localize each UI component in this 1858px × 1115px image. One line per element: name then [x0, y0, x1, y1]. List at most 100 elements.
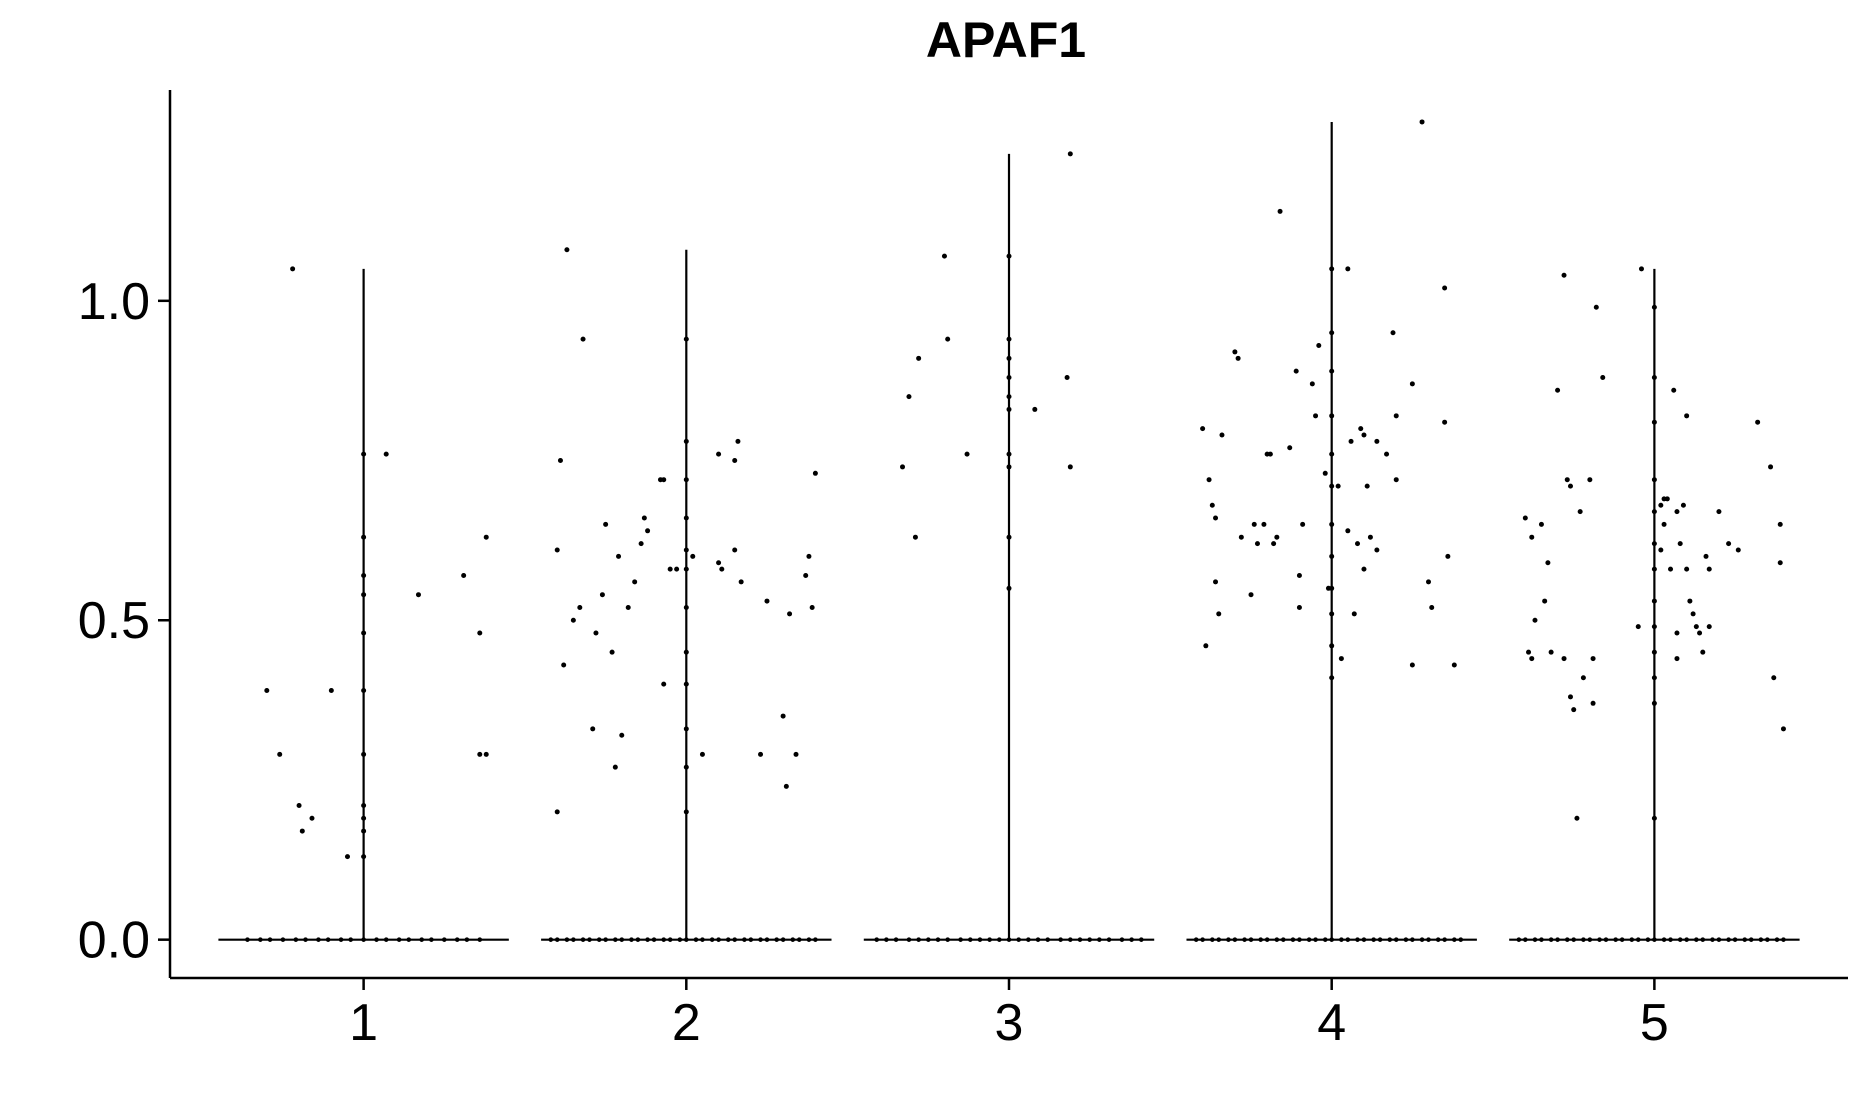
point-zero-2 — [667, 937, 673, 942]
point-zero-5 — [1564, 937, 1570, 942]
point-2 — [683, 604, 689, 610]
point-5 — [1651, 477, 1657, 483]
point-zero-2 — [790, 937, 796, 942]
point-5 — [1600, 374, 1606, 380]
point-zero-3 — [874, 937, 879, 942]
point-2 — [641, 515, 647, 521]
point-zero-4 — [1216, 937, 1222, 942]
point-zero-2 — [796, 937, 802, 942]
point-2 — [683, 809, 689, 815]
point-zero-5 — [1732, 937, 1738, 942]
point-1 — [361, 815, 367, 821]
point-3 — [941, 253, 947, 259]
point-5 — [1674, 509, 1680, 515]
point-4 — [1251, 521, 1257, 527]
point-5 — [1693, 624, 1699, 630]
point-4 — [1409, 381, 1415, 387]
point-zero-2 — [596, 937, 602, 942]
point-2 — [758, 751, 764, 757]
point-zero-3 — [997, 937, 1002, 942]
point-4 — [1219, 432, 1225, 438]
point-5 — [1526, 649, 1532, 655]
point-5 — [1538, 521, 1544, 527]
point-zero-2 — [554, 937, 560, 942]
point-4 — [1361, 432, 1367, 438]
point-2 — [577, 604, 583, 610]
point-5 — [1580, 675, 1586, 681]
point-zero-1 — [325, 937, 331, 942]
point-5 — [1674, 656, 1680, 662]
x-tick-label: 5 — [1640, 994, 1669, 1052]
point-zero-1 — [303, 937, 308, 942]
point-zero-2 — [651, 937, 657, 942]
point-zero-1 — [338, 937, 344, 942]
point-4 — [1329, 330, 1335, 336]
point-1 — [361, 751, 367, 757]
point-4 — [1348, 438, 1354, 444]
point-2 — [719, 566, 725, 572]
point-zero-4 — [1442, 937, 1447, 942]
point-zero-1 — [258, 937, 263, 942]
point-zero-3 — [958, 937, 963, 942]
point-4 — [1358, 426, 1364, 432]
point-5 — [1522, 515, 1528, 521]
point-4 — [1390, 330, 1396, 336]
point-zero-1 — [267, 937, 273, 942]
point-zero-2 — [774, 937, 779, 942]
point-zero-3 — [967, 937, 973, 942]
point-2 — [619, 732, 625, 738]
x-tick-label: 4 — [1317, 994, 1346, 1052]
point-5 — [1768, 464, 1774, 470]
point-zero-2 — [619, 937, 625, 942]
point-zero-1 — [361, 937, 366, 942]
point-2 — [683, 681, 689, 687]
point-2 — [570, 617, 576, 623]
point-3 — [1006, 394, 1012, 400]
point-zero-5 — [1652, 937, 1657, 942]
point-4 — [1267, 451, 1273, 457]
point-5 — [1651, 598, 1657, 604]
point-5 — [1555, 387, 1561, 393]
point-2 — [683, 764, 689, 770]
point-4 — [1393, 413, 1399, 419]
point-zero-4 — [1297, 937, 1302, 942]
point-4 — [1329, 368, 1335, 374]
point-5 — [1651, 509, 1657, 515]
point-5 — [1564, 477, 1570, 483]
point-4 — [1442, 285, 1448, 291]
point-zero-2 — [629, 937, 634, 942]
point-5 — [1755, 419, 1761, 425]
point-2 — [803, 573, 809, 579]
point-5 — [1680, 502, 1686, 508]
point-2 — [616, 553, 622, 559]
point-zero-4 — [1226, 937, 1231, 942]
point-5 — [1700, 649, 1706, 655]
point-3 — [1006, 336, 1012, 342]
chart-title: APAF1 — [926, 12, 1086, 68]
point-zero-1 — [419, 937, 425, 942]
point-1 — [296, 803, 302, 809]
y-tick-label: 1.0 — [78, 273, 150, 331]
point-zero-4 — [1264, 937, 1270, 942]
point-zero-1 — [396, 937, 402, 942]
point-4 — [1345, 528, 1351, 534]
point-4 — [1274, 534, 1280, 540]
point-3 — [906, 394, 912, 400]
point-5 — [1651, 624, 1657, 630]
point-4 — [1451, 662, 1457, 668]
point-5 — [1671, 387, 1677, 393]
x-axis: 1 2 3 4 5 — [170, 976, 1848, 1052]
point-4 — [1329, 553, 1335, 559]
point-2 — [564, 247, 570, 253]
point-zero-3 — [1058, 937, 1063, 942]
point-2 — [716, 451, 722, 457]
point-zero-4 — [1452, 937, 1457, 942]
point-3 — [1032, 406, 1038, 412]
point-zero-1 — [429, 937, 434, 942]
point-zero-2 — [813, 937, 818, 942]
point-5 — [1677, 541, 1683, 547]
point-1 — [309, 815, 315, 821]
point-zero-2 — [758, 937, 763, 942]
point-2 — [683, 438, 689, 444]
y-tick-label: 0.0 — [78, 912, 150, 970]
